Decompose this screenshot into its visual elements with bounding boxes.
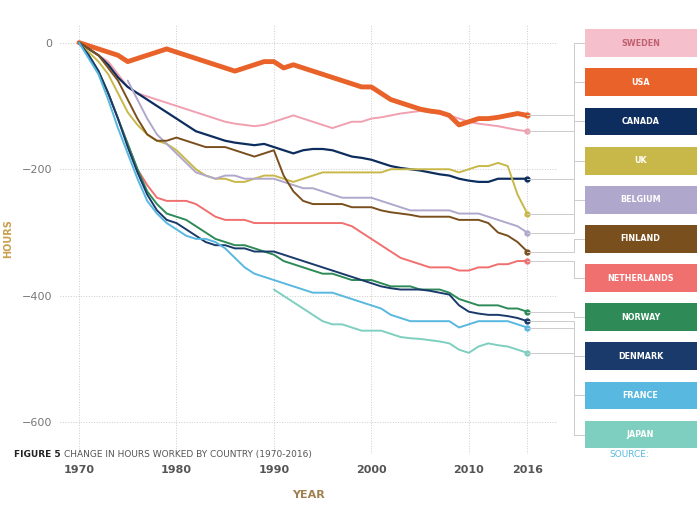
Text: SOURCE:: SOURCE: — [609, 450, 649, 459]
Text: JAPAN: JAPAN — [626, 430, 654, 439]
Text: NETHERLANDS: NETHERLANDS — [607, 274, 674, 282]
Text: FINLAND: FINLAND — [621, 234, 660, 244]
Text: SWEDEN: SWEDEN — [621, 39, 660, 48]
Text: FIGURE 5: FIGURE 5 — [14, 450, 61, 459]
Text: NORWAY: NORWAY — [621, 313, 660, 322]
Text: USA: USA — [631, 78, 650, 87]
Text: CHANGE IN HOURS WORKED BY COUNTRY (1970-2016): CHANGE IN HOURS WORKED BY COUNTRY (1970-… — [64, 450, 312, 459]
Text: HOURS: HOURS — [4, 219, 13, 258]
Text: DENMARK: DENMARK — [618, 352, 663, 361]
Text: CANADA: CANADA — [622, 117, 659, 126]
Text: YEAR: YEAR — [292, 490, 324, 500]
Text: FRANCE: FRANCE — [622, 391, 659, 400]
Text: BELGIUM: BELGIUM — [620, 195, 661, 204]
Text: UK: UK — [634, 156, 647, 165]
